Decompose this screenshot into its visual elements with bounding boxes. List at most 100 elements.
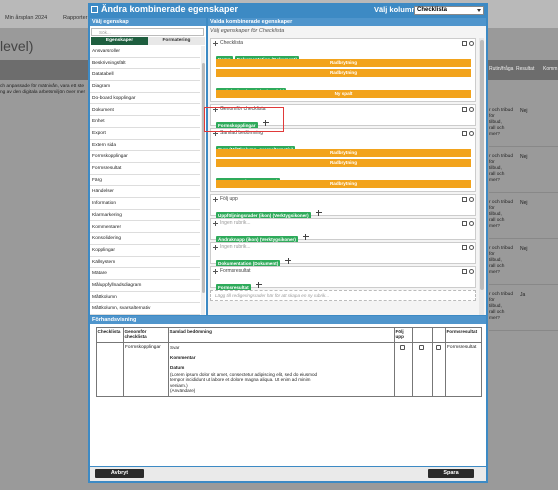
add-button[interactable] [315,209,322,216]
property-item[interactable]: Måttkolumn [90,292,200,304]
column-divider [432,327,433,397]
line-break-bar: Radbrytning [216,69,471,77]
cell-text: tilbud, [489,212,502,217]
property-item[interactable]: Färg [90,175,200,187]
footer [90,467,486,481]
cell-text: för [489,160,495,165]
search-box: Sök... [91,28,204,36]
scroll-thumb [479,40,484,290]
cell-text: r och tribud [489,108,513,113]
property-item[interactable]: Måluppfyllnadsdiagram [90,280,200,292]
cell-text: mer? [489,178,500,183]
add-button[interactable] [285,257,292,264]
column-header: Resultat [516,66,535,72]
property-tag: Dokumentation (Dokument) [216,260,281,268]
row-line [489,192,558,193]
tab[interactable]: Formatering [148,37,205,45]
tab[interactable]: Egenskaper [91,37,148,45]
cell-text: tilbud, [489,304,502,309]
property-item[interactable]: Dokument [90,105,200,117]
add-button[interactable] [302,233,309,240]
tag-row: Dokumentation (Dokument) [216,252,292,268]
tag-row: Beskrivning (Beskrivningsfält) [216,80,288,96]
row-line [489,146,558,147]
property-item[interactable]: Do-board kopplingar [90,93,200,105]
group-title: Samlad bedömning [220,130,264,136]
line-break-bar: Radbrytning [216,58,471,67]
panel-header: Välj egenskap [90,18,206,26]
tool-icon [435,345,441,350]
row-line [489,284,558,285]
tool-icon [419,345,424,350]
row-line [489,330,558,331]
column-header: Komm [543,66,558,72]
group-tools [469,268,474,274]
property-item[interactable]: Händelser [90,186,200,199]
property-item[interactable]: Ansvarsroller [90,46,200,58]
heading: level) [0,38,34,54]
property-item[interactable]: Diagram [90,81,200,93]
intro-text: ch anpassade för mätnivån, vara ett ste [0,84,84,89]
group-tools [469,106,474,112]
property-item[interactable]: Information [90,198,200,210]
property-tag: Formsresultat [216,284,251,292]
group-tools [469,244,474,250]
property-tag: Ändraknapp (ikon) (Verktygsikoner) [216,236,298,244]
property-item[interactable]: Beskrivningsfält [90,58,200,70]
property-item[interactable]: Extern sida [90,140,200,152]
column-divider [445,327,446,397]
button[interactable]: Spara [428,469,474,478]
cell-text: rall och [489,218,505,223]
group-title: Checklista [220,40,244,46]
property-item[interactable]: Kommentarer [90,222,200,234]
property-item[interactable]: Mätare [90,268,200,280]
preview-table [96,327,482,397]
cell-text: Formsresultat [447,345,477,350]
group-tools [469,196,474,202]
group-tools [469,220,474,226]
group-tools [462,106,467,112]
button[interactable]: Avbryt [95,469,144,478]
answer: Ja [520,292,526,298]
cell-text: för [489,298,495,303]
dialog-title-icon [91,6,98,13]
column-divider [123,327,124,397]
right-panel: Valda kombinerade egenskaper Välj egenska… [208,18,486,315]
cell-text: rall och [489,310,505,315]
property-item[interactable]: Källsystem [90,257,200,269]
tag-row: Formsresultat [216,276,262,292]
group-tools [462,244,467,250]
property-tag: Formskopplingar [216,122,258,130]
property-item[interactable]: Måttkolumn, svarsalternativ [90,303,200,315]
add-button[interactable] [255,281,262,288]
add-button[interactable] [262,119,269,126]
group-title: Ingen rubrik... [220,220,251,226]
property-item[interactable]: Enhet [90,116,200,128]
property-item[interactable]: Formsresultat [90,163,200,175]
property-item[interactable]: Kopplingar [90,245,200,257]
property-item[interactable]: Formskopplingar [90,151,200,163]
property-group: Ingen rubrik... Ändraknapp (ikon) (Verkty… [210,218,476,244]
row-line [489,238,558,239]
panel-header: Valda kombinerade egenskaper [208,18,486,26]
cell-text: mer? [489,270,500,275]
drag-handle [213,131,218,136]
group-title: Följ upp [220,196,238,202]
cell-text: för [489,114,495,119]
property-item[interactable]: Export [90,128,200,140]
line-break-bar: Radbrytning [216,180,471,188]
property-item[interactable]: Konsolidering [90,233,200,245]
preview-header: Förhandsvisning [90,316,486,324]
property-item[interactable]: Klarmarkering [90,210,200,222]
tag-row: Svar (Måttkolumn, svarsalternativ) [216,138,297,154]
tag-row: Ändraknapp (ikon) (Verktygsikoner) [216,228,309,244]
property-item[interactable]: Datatabell [90,69,200,82]
column-divider [412,327,413,397]
cell-text: (Lorem ipsum dolor sit amet, consectetur… [170,371,318,388]
column-select[interactable]: Checklista [414,6,484,15]
scroll-thumb [201,63,205,293]
cell-text: rall och [489,126,505,131]
tool-icon [400,345,405,350]
